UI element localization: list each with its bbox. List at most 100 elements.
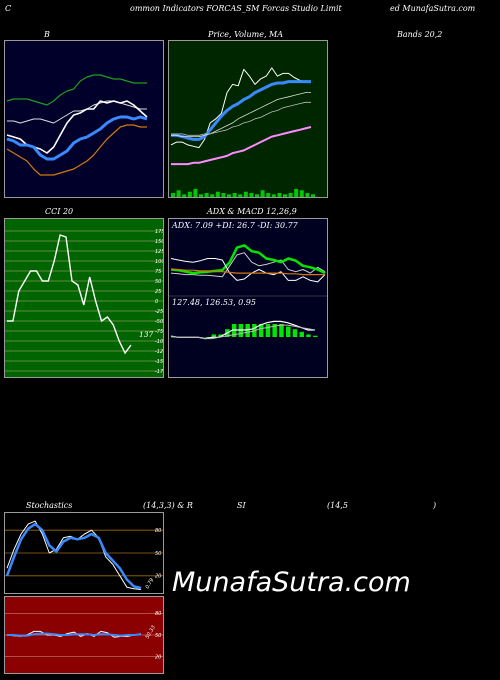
cci-tick-label: -125 [155, 349, 163, 355]
volume-bar [249, 193, 254, 197]
cci-tick-label: -175 [155, 369, 163, 375]
cci-tick-label: -50 [155, 319, 163, 325]
cci-tick-label: 75 [155, 269, 161, 275]
cci-panel: 175 150 125 100 75 50 25 0 -25 -50 -75 -100 -125 -150… [4, 218, 164, 378]
macd-histogram-bar [258, 324, 264, 337]
header-left: C [5, 4, 12, 13]
volume-bar [260, 190, 265, 197]
bb-lower-line [6, 124, 147, 176]
volume-bar [199, 194, 203, 197]
price-panel [168, 40, 328, 198]
bb-ma-line [6, 115, 148, 161]
stoch-last-label: 0.79 [145, 577, 156, 590]
bands-title: Bands 20,2 [397, 30, 443, 39]
volume-bar [277, 193, 282, 197]
adx-values: ADX: 7.09 +DI: 26.7 -DI: 30.77 [172, 221, 298, 230]
rsi-tick-label: 20 [155, 654, 161, 660]
rsi-tick-label: 50 [155, 633, 161, 639]
adx-title: ADX & MACD 12,26,9 [207, 207, 297, 216]
volume-bar [215, 191, 220, 197]
macd-histogram-bar [279, 324, 284, 337]
cci-title: CCI 20 [45, 207, 74, 216]
adx-line [170, 252, 326, 278]
cci-tick-label: -75 [155, 329, 163, 335]
volume-bar [210, 194, 215, 197]
rsi-title: SI [237, 501, 246, 510]
volume-bar [243, 191, 248, 197]
stochastics-chart: 80 50 200.79 [5, 520, 163, 590]
macd-histogram-bar [272, 324, 277, 337]
volume-bar [204, 193, 209, 197]
macd-signal-line [170, 324, 316, 340]
stoch-tick-label: 80 [155, 528, 161, 534]
volume-bar [311, 194, 315, 197]
macd-histogram-bar [211, 334, 217, 337]
watermark: MunafaSutra.com [172, 567, 411, 598]
ma-long-line [171, 126, 312, 166]
macd-histogram-bar [306, 334, 311, 337]
ma-mid-line [171, 92, 311, 137]
cci-tick-label: 0 [155, 299, 158, 305]
cci-tick-label: 125 [155, 249, 163, 255]
ma-fast-line [171, 80, 311, 141]
volume-bar [299, 190, 304, 197]
volume-bar [305, 193, 310, 197]
volume-bar [283, 194, 287, 197]
bb-upper-line [6, 74, 147, 106]
macd-values: 127.48, 126.53, 0.95 [172, 298, 256, 307]
bollinger-chart [6, 74, 148, 176]
cci-tick-label: 150 [155, 239, 163, 245]
stoch-title: Stochastics [26, 501, 73, 510]
minus-di-line [170, 258, 326, 283]
stoch-tick-label: 50 [155, 551, 161, 557]
volume-bar [227, 194, 231, 197]
stoch-d-line [5, 522, 142, 590]
cci-tick-label: 175 [155, 229, 163, 235]
adx-macd-chart [169, 244, 327, 340]
cci-tick-label: 25 [155, 289, 161, 295]
volume-bar [294, 189, 299, 197]
macd-histogram-bar [245, 324, 250, 337]
macd-histogram-bar [265, 324, 271, 337]
price-line [170, 67, 311, 149]
cci-tick-label: -150 [155, 359, 163, 365]
cci-tick-label: 100 [155, 259, 163, 265]
cci-tick-label: -100 [155, 339, 163, 345]
volume-bar [193, 189, 198, 197]
volume-bar [182, 194, 187, 197]
ma-slow-line [171, 101, 311, 136]
adx-trend-line [171, 268, 325, 276]
volume-bar [266, 193, 271, 197]
macd-histogram-bar [286, 326, 291, 337]
stoch-tick-label: 20 [155, 574, 161, 580]
bollinger-panel [4, 40, 164, 198]
rsi-line [6, 630, 142, 638]
cci-chart: 175 150 125 100 75 50 25 0 -25 -50 -75 -100 -125 -150… [5, 229, 163, 375]
price-title: Price, Volume, MA [208, 30, 284, 39]
header-title: ommon Indicators FORCAS_SM Forcas Studio… [130, 4, 342, 13]
rsi-signal-line [7, 632, 142, 637]
macd-histogram-bar [299, 331, 304, 337]
cci-tick-label: -25 [155, 309, 163, 315]
cci-last-label: 137 [139, 330, 154, 339]
bb-title: B [44, 30, 50, 39]
stoch-panel: 80 50 20 0.79 [4, 512, 164, 594]
cci-tick-label: 50 [155, 279, 161, 285]
rsi-close: ) [433, 501, 437, 510]
rsi-params: (14,5 [327, 501, 348, 510]
volume-bar [232, 193, 237, 197]
rsi-tick-label: 80 [155, 611, 161, 617]
cci-line [7, 234, 132, 355]
volume-bar [238, 194, 243, 197]
volume-bar [255, 194, 259, 197]
bb-mid-line [7, 100, 147, 124]
macd-histogram-bar [204, 337, 210, 338]
volume-bar [187, 191, 192, 197]
macd-histogram-bar [171, 337, 176, 338]
volume-bar [171, 193, 175, 197]
macd-histogram-bar [292, 329, 298, 337]
volume-bar [271, 194, 276, 197]
macd-histogram-bar [218, 334, 223, 337]
volume-bar [288, 193, 293, 197]
